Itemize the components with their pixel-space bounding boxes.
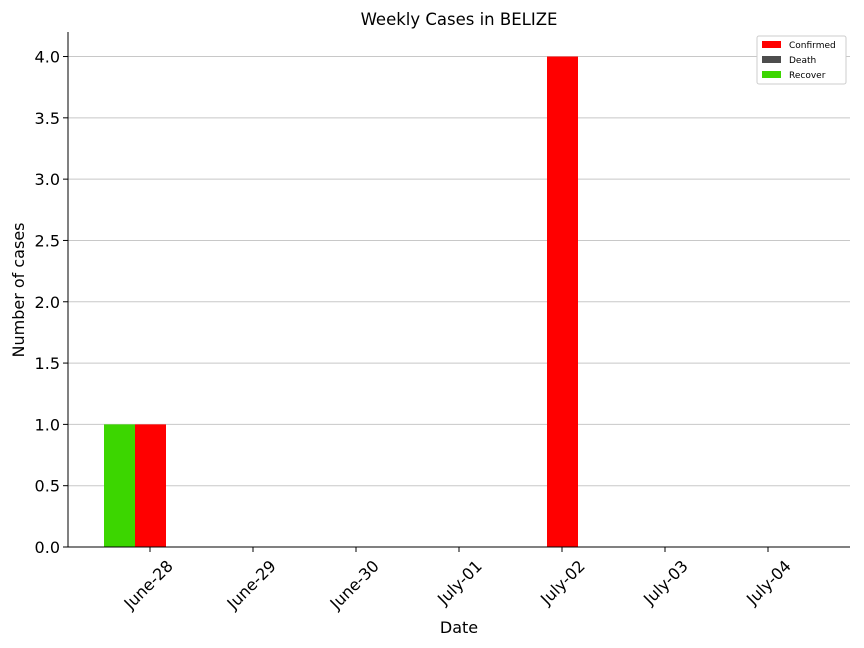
legend: Confirmed Death Recover (756, 35, 847, 85)
x-axis-label: Date (440, 618, 478, 637)
bars (104, 56, 578, 548)
legend-label-confirmed: Confirmed (789, 41, 836, 51)
bar-recover-June-28 (104, 424, 135, 547)
bar-confirmed-June-28 (135, 424, 166, 547)
legend-swatch-recover (762, 71, 781, 78)
y-tick-label: 4.0 (35, 48, 60, 67)
y-tick-label: 2.5 (35, 231, 60, 250)
y-axis-ticks: 0.0 0.5 1.0 1.5 2.0 2.5 3.0 3.5 4.0 (35, 48, 68, 557)
y-tick-label: 3.5 (35, 109, 60, 128)
bar-confirmed-July-02 (547, 56, 578, 548)
y-tick-label: 0.5 (35, 477, 60, 496)
grid-lines (68, 56, 850, 487)
x-tick-label: July-01 (433, 556, 486, 609)
y-tick-label: 0.0 (35, 538, 60, 557)
legend-swatch-death (762, 56, 781, 63)
y-tick-label: 1.5 (35, 354, 60, 373)
x-tick-label: June-28 (120, 556, 177, 613)
x-tick-label: July-04 (742, 556, 795, 609)
chart-title: Weekly Cases in BELIZE (361, 10, 558, 29)
x-tick-label: June-30 (326, 556, 383, 613)
x-axis-ticks: June-28 June-29 June-30 July-01 July-02 July-… (120, 547, 795, 614)
y-axis-label: Number of cases (9, 223, 28, 358)
x-tick-label: July-03 (639, 556, 692, 609)
axes (67, 32, 850, 548)
x-tick-label: June-29 (223, 556, 280, 613)
legend-label-death: Death (789, 56, 816, 66)
y-tick-label: 3.0 (35, 170, 60, 189)
y-tick-label: 2.0 (35, 293, 60, 312)
legend-label-recover: Recover (789, 71, 826, 81)
x-tick-label: July-02 (536, 556, 589, 609)
y-tick-label: 1.0 (35, 415, 60, 434)
legend-swatch-confirmed (762, 41, 781, 48)
